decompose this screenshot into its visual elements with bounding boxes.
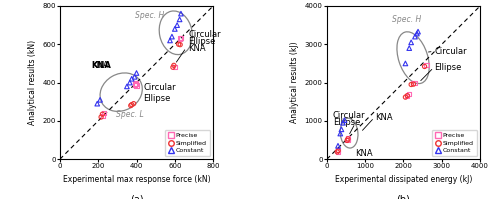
- Point: [340, 119, 348, 122]
- Point: [177, 37, 185, 40]
- Point: [343, 139, 351, 142]
- Point: [171, 66, 179, 69]
- Point: [413, 32, 421, 35]
- Text: KNA: KNA: [92, 61, 112, 70]
- Text: Circular: Circular: [333, 111, 366, 120]
- Point: [176, 37, 184, 40]
- Point: [407, 83, 415, 86]
- Point: [128, 103, 136, 106]
- Y-axis label: Analytical results (kN): Analytical results (kN): [28, 40, 36, 125]
- Text: KNA: KNA: [188, 44, 206, 53]
- Point: [130, 102, 138, 105]
- Point: [404, 94, 411, 98]
- Point: [170, 64, 178, 67]
- Point: [411, 81, 419, 84]
- Point: [132, 71, 140, 75]
- Point: [130, 75, 138, 78]
- Text: Circular: Circular: [434, 47, 467, 56]
- Text: Circular
Ellipse: Circular Ellipse: [143, 83, 176, 103]
- Point: [404, 94, 411, 97]
- X-axis label: Experimental dissipated energy (kJ): Experimental dissipated energy (kJ): [335, 175, 472, 184]
- Point: [336, 132, 344, 135]
- Point: [176, 18, 184, 21]
- Point: [344, 137, 352, 140]
- Point: [344, 139, 351, 142]
- Point: [126, 81, 134, 84]
- Text: Ellipse: Ellipse: [188, 37, 216, 46]
- Point: [409, 81, 417, 84]
- Point: [168, 35, 176, 38]
- X-axis label: Experimental max response force (kN): Experimental max response force (kN): [62, 175, 210, 184]
- Point: [98, 113, 106, 116]
- Point: [402, 96, 409, 99]
- Point: [334, 144, 342, 147]
- Text: Ellipse: Ellipse: [434, 63, 462, 72]
- Point: [127, 104, 135, 107]
- Point: [338, 128, 345, 131]
- Point: [177, 12, 185, 15]
- Point: [100, 112, 108, 115]
- Text: (a): (a): [130, 194, 143, 199]
- Point: [97, 115, 105, 119]
- Text: (b): (b): [396, 194, 410, 199]
- Point: [171, 27, 179, 30]
- Point: [410, 83, 418, 86]
- Text: Spec. H: Spec. H: [392, 15, 421, 24]
- Point: [333, 150, 341, 153]
- Point: [130, 83, 138, 86]
- Point: [96, 98, 104, 101]
- Point: [422, 64, 430, 67]
- Point: [402, 62, 409, 65]
- Text: KNA: KNA: [355, 149, 372, 158]
- Point: [334, 148, 342, 152]
- Point: [132, 84, 140, 87]
- Text: Ellipse: Ellipse: [333, 118, 360, 127]
- Point: [407, 41, 415, 44]
- Text: KNA: KNA: [92, 61, 109, 70]
- Point: [344, 137, 352, 140]
- Point: [414, 30, 422, 33]
- Point: [339, 121, 347, 124]
- Point: [334, 150, 342, 153]
- Point: [169, 66, 177, 69]
- Point: [166, 39, 174, 42]
- Text: Spec. L: Spec. L: [116, 110, 144, 119]
- Text: Circular: Circular: [188, 30, 221, 39]
- Point: [334, 149, 342, 152]
- Point: [420, 65, 428, 68]
- Point: [173, 23, 181, 27]
- Text: KNA: KNA: [375, 113, 392, 122]
- Point: [99, 114, 107, 118]
- Point: [128, 77, 136, 80]
- Point: [411, 35, 419, 38]
- Y-axis label: Analytical results (kJ): Analytical results (kJ): [290, 42, 299, 123]
- Point: [93, 102, 101, 105]
- Legend: Precise, Simplified, Constant: Precise, Simplified, Constant: [432, 130, 477, 156]
- Point: [174, 43, 182, 46]
- Point: [123, 85, 131, 88]
- Point: [405, 47, 413, 50]
- Point: [405, 93, 413, 96]
- Point: [132, 82, 140, 85]
- Legend: Precise, Simplified, Constant: Precise, Simplified, Constant: [164, 130, 210, 156]
- Point: [176, 43, 184, 46]
- Text: Spec. H: Spec. H: [134, 11, 164, 20]
